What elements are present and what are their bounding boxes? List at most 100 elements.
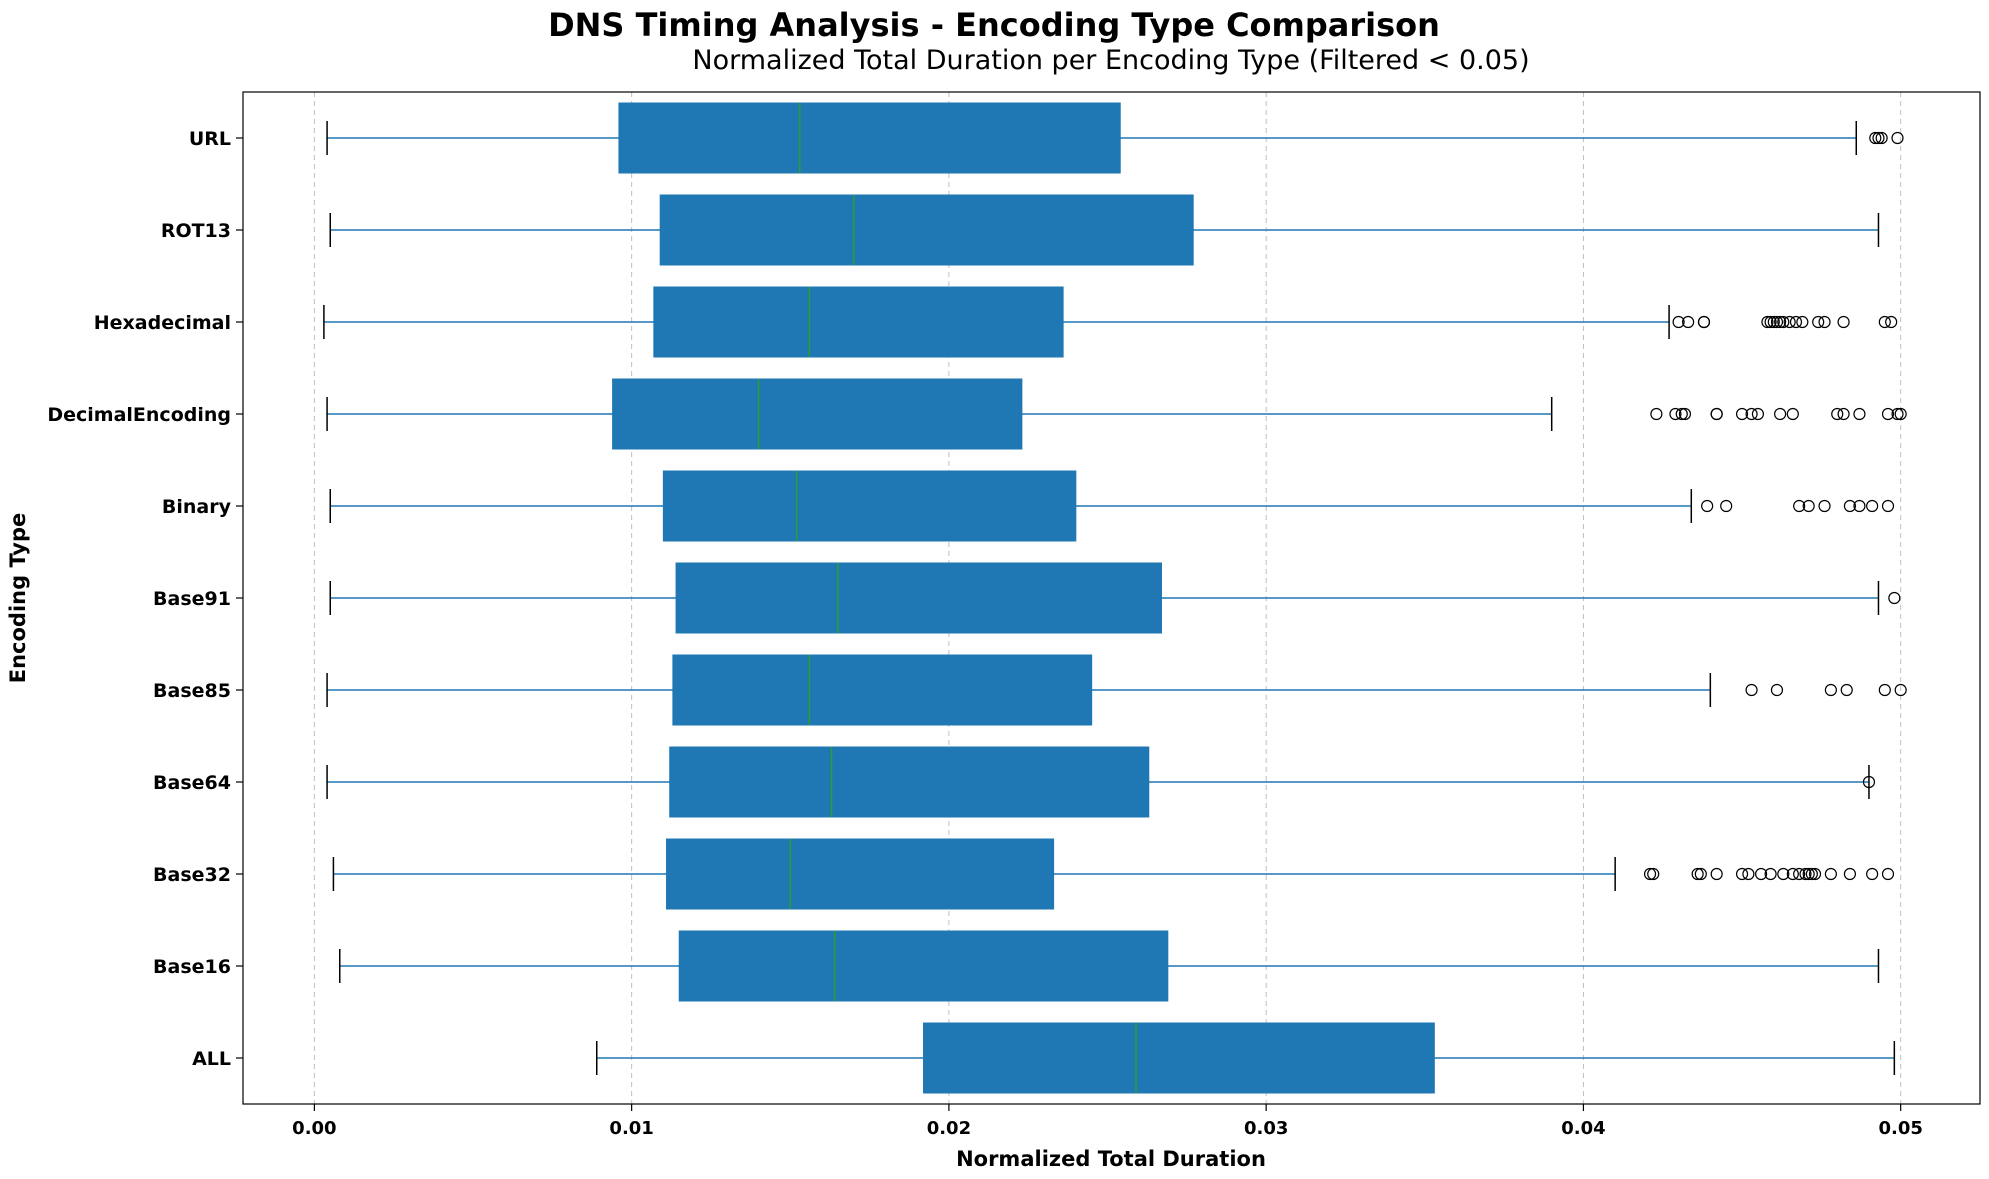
box-row-base16 xyxy=(339,930,1880,1002)
outlier-point xyxy=(1837,407,1850,421)
y-axis: URL ROT13 Hexadecimal DecimalEncoding Binary… xyxy=(47,128,243,1070)
outlier-point xyxy=(1643,867,1657,881)
outlier-point xyxy=(1710,407,1723,421)
box-row-base32 xyxy=(332,838,1895,910)
outlier-point xyxy=(1802,867,1815,881)
outlier-point xyxy=(1853,499,1866,513)
outlier-point xyxy=(1767,315,1780,329)
outlier-point xyxy=(1869,131,1882,145)
x-tick-label: 0.02 xyxy=(927,1118,971,1139)
outlier-point xyxy=(1786,867,1799,881)
outlier-point xyxy=(1837,315,1850,329)
outlier-point xyxy=(1774,315,1787,329)
outlier-point xyxy=(1745,407,1758,421)
box-row-base64 xyxy=(326,746,1876,818)
outlier-point xyxy=(1840,683,1853,697)
iqr-box xyxy=(659,194,1194,266)
outlier-point xyxy=(1866,499,1879,513)
outlier-point xyxy=(1875,131,1888,145)
outlier-point xyxy=(1881,407,1895,421)
y-tick-label: Base16 xyxy=(153,956,231,978)
y-tick-label: DecimalEncoding xyxy=(47,404,231,426)
outlier-point xyxy=(1831,407,1844,421)
chart-suptitle: DNS Timing Analysis - Encoding Type Comp… xyxy=(548,6,1440,44)
x-tick-label: 0.03 xyxy=(1244,1118,1288,1139)
outlier-point xyxy=(1881,867,1895,881)
outlier-point xyxy=(1818,499,1831,513)
x-tick-label: 0.04 xyxy=(1561,1118,1605,1139)
outlier-point xyxy=(1675,407,1688,421)
outlier-point xyxy=(1697,315,1711,329)
y-tick-label: ALL xyxy=(192,1048,231,1070)
iqr-box xyxy=(612,378,1023,450)
x-tick-label: 0.00 xyxy=(292,1118,336,1139)
outlier-point xyxy=(1742,867,1755,881)
outlier-point xyxy=(1682,315,1695,329)
outlier-point xyxy=(1786,407,1799,421)
box-row-hexadecimal xyxy=(323,286,1898,358)
x-tick-label: 0.01 xyxy=(609,1118,653,1139)
outlier-point xyxy=(1894,407,1907,421)
outlier-point xyxy=(1672,315,1685,329)
outlier-point xyxy=(1796,315,1809,329)
outlier-point xyxy=(1783,315,1796,329)
outlier-point xyxy=(1812,315,1825,329)
iqr-box xyxy=(672,654,1093,726)
iqr-box xyxy=(678,930,1169,1002)
iqr-box xyxy=(653,286,1064,358)
outlier-point xyxy=(1891,407,1904,421)
outlier-point xyxy=(1891,131,1904,145)
iqr-box xyxy=(618,102,1121,174)
outlier-point xyxy=(1789,315,1803,329)
outlier-point xyxy=(1881,499,1895,513)
y-tick-label: Base85 xyxy=(153,680,231,702)
outlier-point xyxy=(1818,315,1831,329)
iqr-box xyxy=(923,1022,1435,1094)
x-axis: 0.00 0.01 0.02 0.03 0.04 0.05 xyxy=(292,1104,1923,1139)
outlier-point xyxy=(1888,591,1901,605)
iqr-box xyxy=(669,746,1150,818)
outlier-point xyxy=(1777,315,1790,329)
outlier-point xyxy=(1894,683,1907,697)
outlier-point xyxy=(1885,315,1898,329)
box-series xyxy=(323,102,1907,1094)
outlier-point xyxy=(1745,683,1758,697)
box-row-binary xyxy=(329,470,1895,542)
outlier-point xyxy=(1872,131,1885,145)
iqr-box xyxy=(675,562,1162,634)
y-tick-label: Binary xyxy=(162,496,232,518)
outlier-point xyxy=(1764,867,1777,881)
outlier-point xyxy=(1777,867,1790,881)
outlier-point xyxy=(1793,867,1806,881)
y-tick-label: Base91 xyxy=(153,588,231,610)
outlier-point xyxy=(1843,867,1857,881)
box-row-decimalencoding xyxy=(326,378,1907,450)
x-tick-label: 0.05 xyxy=(1878,1118,1922,1139)
y-tick-label: ROT13 xyxy=(161,220,231,242)
chart-title: Normalized Total Duration per Encoding T… xyxy=(692,45,1529,76)
outlier-point xyxy=(1720,499,1733,513)
outlier-point xyxy=(1824,867,1837,881)
outlier-point xyxy=(1678,407,1692,421)
outlier-point xyxy=(1808,867,1822,881)
outlier-point xyxy=(1853,407,1866,421)
outlier-point xyxy=(1650,407,1663,421)
outlier-point xyxy=(1799,867,1812,881)
outlier-point xyxy=(1735,867,1749,881)
x-axis-label: Normalized Total Duration xyxy=(956,1147,1266,1171)
outlier-point xyxy=(1754,867,1768,881)
outlier-point xyxy=(1694,867,1707,881)
outlier-point xyxy=(1764,315,1777,329)
outlier-point xyxy=(1866,867,1879,881)
outlier-point xyxy=(1770,683,1784,697)
outlier-point xyxy=(1774,407,1787,421)
outlier-point xyxy=(1770,315,1784,329)
box-row-url xyxy=(326,102,1904,174)
box-row-all xyxy=(595,1022,1896,1094)
outlier-point xyxy=(1761,315,1774,329)
y-tick-label: Base64 xyxy=(153,772,231,794)
outlier-point xyxy=(1824,683,1837,697)
iqr-box xyxy=(666,838,1055,910)
outlier-point xyxy=(1735,407,1749,421)
